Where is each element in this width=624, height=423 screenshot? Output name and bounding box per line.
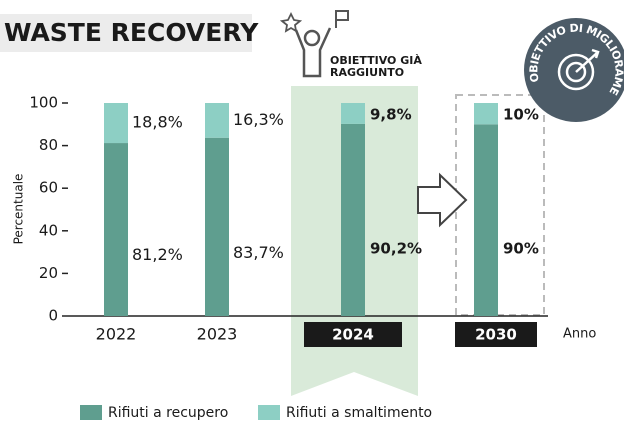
target-icon bbox=[557, 48, 600, 91]
chart-title: WASTE RECOVERY bbox=[4, 18, 259, 47]
value-label: 83,7% bbox=[233, 243, 284, 262]
category-box bbox=[304, 322, 402, 347]
y-tick-label: 20 bbox=[39, 264, 58, 282]
annotation: OBIETTIVO GIÀ bbox=[330, 54, 422, 67]
value-label: 90% bbox=[503, 239, 539, 257]
bar-segment bbox=[205, 103, 229, 138]
value-label: 18,8% bbox=[132, 113, 183, 132]
legend-swatch bbox=[258, 405, 280, 420]
value-label: 81,2% bbox=[132, 245, 183, 264]
y-axis-label: Percentuale bbox=[12, 174, 26, 245]
value-label: 90,2% bbox=[370, 239, 422, 257]
bar-segment bbox=[341, 123, 365, 317]
y-tick-label: 100 bbox=[29, 94, 58, 112]
value-label: 16,3% bbox=[233, 110, 284, 129]
category-box bbox=[455, 322, 537, 347]
legend-label: Rifiuti a smaltimento bbox=[286, 405, 432, 421]
bar-segment bbox=[104, 103, 128, 144]
bar-segment bbox=[341, 103, 365, 124]
achievement-icon bbox=[279, 10, 349, 78]
legend-label: Rifiuti a recupero bbox=[108, 405, 228, 421]
y-tick-label: 40 bbox=[39, 221, 58, 239]
target-box bbox=[455, 94, 545, 316]
x-tick-label: 2024 bbox=[332, 326, 374, 344]
legend-swatch bbox=[80, 405, 102, 420]
bar-segment bbox=[474, 103, 498, 125]
annotation: RAGGIUNTO bbox=[330, 66, 404, 79]
y-tick-label: 80 bbox=[39, 136, 58, 154]
y-tick-label: 0 bbox=[48, 307, 58, 325]
title-background bbox=[0, 14, 252, 52]
value-label: 10% bbox=[503, 106, 539, 124]
bar-segment bbox=[474, 124, 498, 316]
bar-segment bbox=[205, 137, 229, 316]
x-axis-label: Anno bbox=[563, 327, 596, 342]
x-tick-label: 2022 bbox=[96, 325, 137, 344]
bar-segment bbox=[104, 143, 128, 316]
x-tick-label: 2023 bbox=[197, 325, 238, 344]
arrow bbox=[417, 172, 468, 228]
value-label: 9,8% bbox=[370, 106, 412, 124]
y-tick-label: 60 bbox=[39, 179, 58, 197]
x-tick-label: 2030 bbox=[475, 326, 517, 344]
target-badge bbox=[524, 18, 624, 122]
